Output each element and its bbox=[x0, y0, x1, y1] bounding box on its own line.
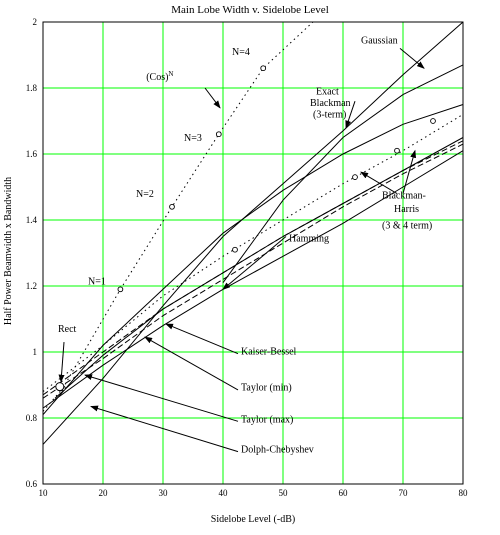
x-tick-label: 50 bbox=[279, 488, 289, 498]
blackman-arrow bbox=[345, 101, 356, 129]
plot-frame bbox=[42, 21, 464, 485]
hamming-arrow bbox=[222, 236, 287, 290]
kaiser-bessel-arrow bbox=[165, 323, 239, 355]
annotation-label: Gaussian bbox=[361, 35, 398, 46]
y-tick-label: 1.4 bbox=[26, 215, 38, 225]
data-point-kaiser-bessel bbox=[430, 118, 436, 124]
axis-ticks: 10 20 30 40 50 60 70 80 0.6 0.8 1 1.2 1.4 1.6 1.8 2 bbox=[26, 17, 468, 498]
annotation-label: (3 & 4 term) bbox=[382, 220, 432, 231]
x-tick-label: 40 bbox=[219, 488, 229, 498]
annotation-label: Rect bbox=[58, 324, 77, 335]
series-line-kaiser-bessel bbox=[42, 113, 464, 392]
rect-point bbox=[55, 382, 65, 392]
annotation-label: Blackman bbox=[310, 98, 351, 109]
series-line-taylor-max bbox=[42, 143, 464, 399]
blackman-harris-arrow-1 bbox=[402, 149, 417, 194]
annotation-label: (Cos)N bbox=[146, 70, 173, 83]
y-tick-label: 2 bbox=[33, 17, 38, 27]
annotation-label: Exact bbox=[316, 87, 339, 98]
arrows bbox=[58, 48, 425, 453]
annotation-label: Hamming bbox=[289, 233, 329, 244]
gaussian-arrow bbox=[399, 48, 425, 69]
rect-arrow bbox=[58, 342, 65, 383]
blackman-harris-arrow-2 bbox=[360, 171, 398, 195]
dolph-arrow bbox=[90, 405, 239, 453]
annotation-label: Blackman- bbox=[382, 191, 426, 202]
markers bbox=[55, 65, 436, 392]
data-point-cos-n bbox=[117, 286, 124, 293]
annotation-label: N=4 bbox=[232, 47, 250, 58]
y-tick-label: 0.8 bbox=[26, 413, 38, 423]
x-tick-label: 70 bbox=[399, 488, 409, 498]
x-tick-label: 20 bbox=[99, 488, 109, 498]
data-point-cos-n bbox=[260, 65, 267, 72]
y-tick-label: 1.6 bbox=[26, 149, 38, 159]
annotation-label: Harris bbox=[394, 204, 419, 215]
annotation-label: Dolph-Chebyshev bbox=[241, 445, 314, 456]
cosn-arrow bbox=[204, 87, 221, 109]
annotation-label: N=1 bbox=[88, 276, 106, 287]
data-point-cos-n bbox=[215, 131, 222, 138]
annotation-label: Taylor (max) bbox=[241, 414, 293, 425]
annotation-label: Kaiser-Bessel bbox=[241, 347, 297, 358]
series-line-blackman-harris-3-4-term bbox=[42, 104, 464, 416]
taylor-min-arrow bbox=[144, 336, 239, 391]
annotation-label: N=3 bbox=[184, 133, 202, 144]
x-tick-label: 30 bbox=[159, 488, 169, 498]
taylor-max-arrow bbox=[84, 374, 239, 422]
y-tick-label: 1 bbox=[33, 347, 38, 357]
data-point-cos-n bbox=[169, 203, 175, 210]
series-line-hamming bbox=[54, 137, 464, 399]
series-line-exact-blackman-3-term bbox=[222, 64, 464, 283]
y-tick-label: 1.2 bbox=[26, 281, 37, 291]
annotation-label: Taylor (min) bbox=[241, 383, 292, 394]
annotation-label: N=2 bbox=[136, 189, 154, 200]
data-point-kaiser-bessel bbox=[394, 147, 400, 154]
x-axis-label: Sidelobe Level (-dB) bbox=[211, 514, 295, 525]
y-tick-label: 1.8 bbox=[26, 83, 38, 93]
y-tick-label: 0.6 bbox=[26, 479, 38, 489]
x-tick-label: 60 bbox=[339, 488, 349, 498]
series-line-gaussian bbox=[42, 21, 464, 445]
series-line-dolph-chebyshev bbox=[42, 150, 464, 409]
x-tick-label: 80 bbox=[459, 488, 469, 498]
annotations: RectN=1N=2N=3N=4(Cos)NGaussianExactBlack… bbox=[58, 35, 432, 455]
annotation-label: (3-term) bbox=[313, 110, 346, 121]
series-line-taylor-min bbox=[42, 140, 464, 396]
data-point-kaiser-bessel bbox=[352, 174, 358, 180]
chart-title: Main Lobe Width v. Sidelobe Level bbox=[171, 4, 329, 16]
x-tick-label: 10 bbox=[39, 488, 49, 498]
data-point-kaiser-bessel bbox=[232, 246, 238, 253]
y-axis-label: Half Power Beamwidth x Bandwidth bbox=[3, 177, 14, 325]
